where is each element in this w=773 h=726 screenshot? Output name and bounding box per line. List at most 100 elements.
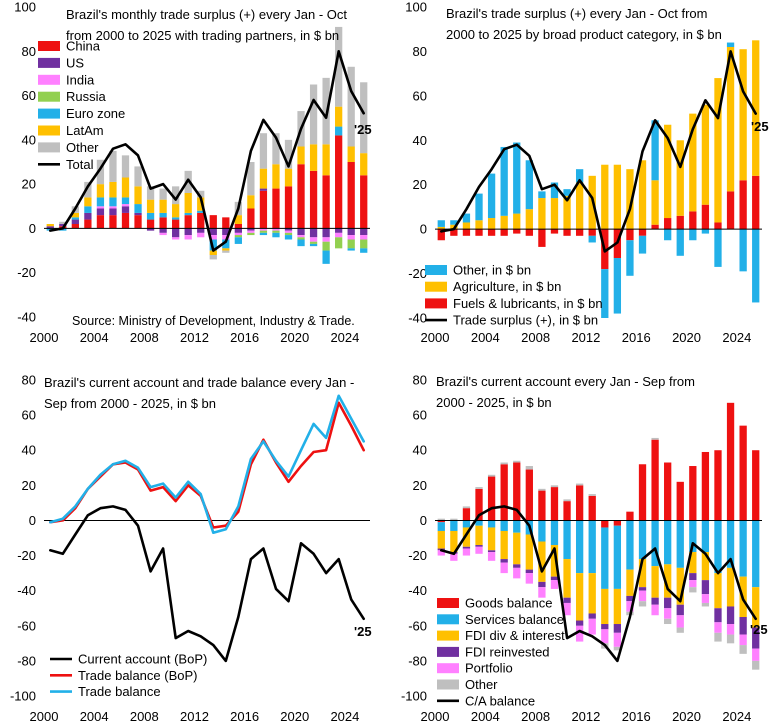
bar-fdi-reinvested xyxy=(714,608,722,623)
bar-euro-zone xyxy=(297,239,305,247)
bar-euro-zone xyxy=(146,212,155,220)
bar-india xyxy=(335,232,343,238)
bar-fdi-div-interest xyxy=(588,573,596,614)
bar-fdi-div-interest xyxy=(689,552,697,574)
bar-portfolio xyxy=(513,567,521,579)
bar-fdi-div-interest xyxy=(676,567,684,605)
bar-other xyxy=(335,26,343,107)
bar-india xyxy=(234,232,242,236)
bar-india xyxy=(96,206,105,209)
bar-fdi-div-interest xyxy=(575,573,584,621)
bar-other xyxy=(752,660,760,670)
year-end-label: '25 xyxy=(354,624,372,639)
legend-swatch-fdi-reinvested xyxy=(437,646,459,657)
bar-other-in-bn xyxy=(626,240,634,276)
bar-fuels-lubricants-in-bn xyxy=(462,229,471,236)
bar-other xyxy=(513,460,521,463)
bar-latam xyxy=(121,177,130,198)
bar-fdi-div-interest xyxy=(450,530,458,553)
y-tick-label: 40 xyxy=(413,443,427,458)
bar-goods-balance xyxy=(664,462,672,521)
legend-swatch-latam xyxy=(38,125,60,136)
bar-china xyxy=(109,215,117,229)
bar-other xyxy=(714,632,722,642)
bar-fuels-lubricants-in-bn xyxy=(588,229,596,236)
bar-goods-balance xyxy=(676,481,684,521)
bar-other-in-bn xyxy=(613,258,622,314)
legend-label: Other xyxy=(66,140,99,155)
bar-fdi-reinvested xyxy=(588,613,596,619)
legend-label: FDI div & interest xyxy=(465,628,565,643)
bar-portfolio xyxy=(613,632,622,647)
bar-fuels-lubricants-in-bn xyxy=(563,229,571,236)
bar-other-in-bn xyxy=(651,120,659,181)
bar-latam xyxy=(134,186,142,205)
bar-india xyxy=(247,230,255,233)
x-tick-label: 2004 xyxy=(471,330,500,345)
x-tick-label: 2024 xyxy=(330,709,359,724)
bar-other xyxy=(209,255,217,260)
bar-russia xyxy=(360,239,368,249)
chart-source: Source: Ministry of Development, Industr… xyxy=(72,314,355,328)
bar-us xyxy=(134,212,142,216)
bar-india xyxy=(184,235,192,240)
bar-fuels-lubricants-in-bn xyxy=(739,180,747,230)
bar-agriculture-in-bn xyxy=(726,46,735,192)
bar-other xyxy=(360,82,368,154)
bar-fdi-reinvested xyxy=(626,595,634,602)
bar-other xyxy=(563,499,571,502)
bar-other xyxy=(437,518,445,521)
bar-other xyxy=(726,634,735,644)
legend-swatch-russia xyxy=(38,91,60,102)
bar-other xyxy=(96,159,105,185)
bar-goods-balance xyxy=(613,520,622,526)
bar-other xyxy=(462,506,471,509)
y-tick-label: -20 xyxy=(17,548,36,563)
bar-euro-zone xyxy=(71,217,79,220)
legend-swatch-fuels-lubricants-in-bn xyxy=(425,298,447,309)
y-tick-label: 0 xyxy=(420,513,427,528)
bar-russia xyxy=(347,239,355,249)
bar-fuels-lubricants-in-bn xyxy=(513,229,521,234)
bar-other xyxy=(109,150,117,182)
bar-fdi-div-interest xyxy=(550,545,559,577)
bar-us xyxy=(84,212,92,220)
bar-goods-balance xyxy=(563,501,571,521)
bar-china xyxy=(146,219,155,229)
x-tick-label: 2012 xyxy=(571,709,600,724)
bar-latam xyxy=(259,168,268,189)
legend-label: Trade balance xyxy=(78,684,161,699)
bar-euro-zone xyxy=(322,250,330,264)
bar-latam xyxy=(347,146,355,162)
bar-other-in-bn xyxy=(739,229,747,272)
legend-label: Agriculture, in $ bn xyxy=(453,279,561,294)
bar-fdi-reinvested xyxy=(638,587,647,591)
legend-swatch-china xyxy=(38,41,60,51)
bar-fuels-lubricants-in-bn xyxy=(450,229,458,236)
legend-swatch-other-in-bn xyxy=(425,265,447,275)
bar-fdi-div-interest xyxy=(437,530,445,549)
bar-india xyxy=(284,230,293,233)
bar-other xyxy=(84,181,92,198)
bar-portfolio xyxy=(664,608,672,619)
bar-other xyxy=(550,485,559,488)
bar-latam xyxy=(109,181,117,198)
bar-goods-balance xyxy=(601,520,609,528)
bar-china xyxy=(297,164,305,229)
bar-other xyxy=(538,488,546,491)
bar-latam xyxy=(159,199,167,213)
bar-portfolio xyxy=(651,604,659,616)
line-trade-surplus-in-bn xyxy=(439,50,758,253)
bar-other xyxy=(121,155,130,178)
x-tick-label: 2004 xyxy=(80,709,109,724)
x-tick-label: 2020 xyxy=(672,709,701,724)
y-tick-label: 60 xyxy=(413,88,427,103)
bar-other xyxy=(450,518,458,521)
bar-fuels-lubricants-in-bn xyxy=(475,229,483,236)
bar-china xyxy=(172,219,180,229)
y-tick-label: 20 xyxy=(413,478,427,493)
x-tick-label: 2000 xyxy=(421,330,450,345)
bar-goods-balance xyxy=(689,466,697,521)
bar-india xyxy=(121,204,130,207)
y-tick-label: -60 xyxy=(17,618,36,633)
